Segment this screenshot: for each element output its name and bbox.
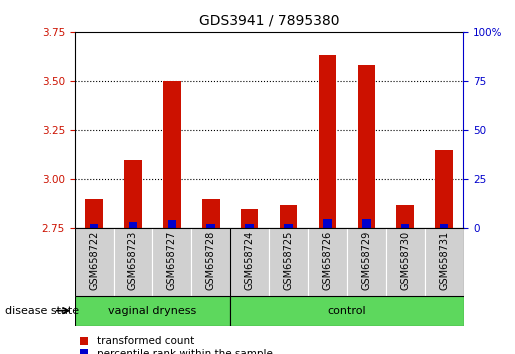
Text: GSM658729: GSM658729 (362, 231, 371, 290)
Bar (129, 222, 138, 228)
Bar (85, 199, 103, 228)
Bar (75, 228, 113, 296)
Bar (323, 218, 332, 228)
Bar (435, 150, 453, 228)
Text: GSM658724: GSM658724 (245, 231, 254, 290)
Bar (90, 224, 98, 228)
Bar (113, 228, 152, 296)
Bar (284, 224, 293, 228)
Text: GSM658728: GSM658728 (206, 231, 216, 290)
Bar (319, 56, 336, 228)
Bar (357, 65, 375, 228)
Text: GSM658725: GSM658725 (284, 231, 294, 290)
Bar (167, 221, 176, 228)
Text: GSM658730: GSM658730 (400, 231, 410, 290)
Bar (230, 228, 269, 296)
Bar (424, 228, 464, 296)
Bar (241, 209, 259, 228)
Bar (152, 228, 191, 296)
Text: GSM658731: GSM658731 (439, 231, 449, 290)
Title: GDS3941 / 7895380: GDS3941 / 7895380 (199, 14, 339, 28)
Bar (347, 228, 386, 296)
Bar (308, 228, 347, 296)
Text: control: control (328, 306, 366, 316)
Bar (362, 218, 371, 228)
Bar (397, 205, 414, 228)
Text: GSM658727: GSM658727 (167, 231, 177, 290)
Bar (401, 224, 409, 228)
Text: GSM658722: GSM658722 (89, 231, 99, 290)
Bar (386, 228, 424, 296)
Text: GSM658726: GSM658726 (322, 231, 332, 290)
Bar (163, 81, 181, 228)
Bar (269, 228, 308, 296)
Legend: transformed count, percentile rank within the sample: transformed count, percentile rank withi… (80, 336, 272, 354)
Bar (230, 296, 464, 326)
Bar (75, 296, 230, 326)
Text: GSM658723: GSM658723 (128, 231, 138, 290)
Bar (280, 205, 297, 228)
Bar (245, 224, 254, 228)
Bar (207, 224, 215, 228)
Bar (124, 160, 142, 228)
Bar (440, 224, 449, 228)
Bar (202, 199, 219, 228)
Text: vaginal dryness: vaginal dryness (108, 306, 197, 316)
Bar (191, 228, 230, 296)
Text: disease state: disease state (5, 306, 79, 316)
